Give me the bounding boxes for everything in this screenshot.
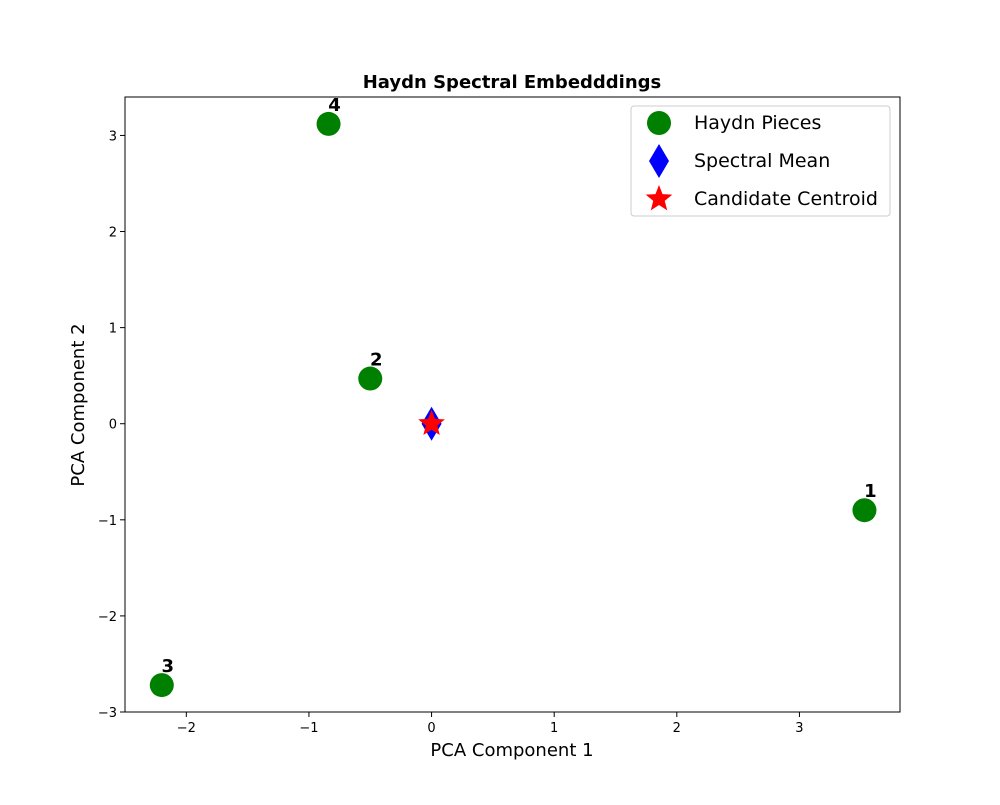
point-label: 1 bbox=[864, 481, 877, 502]
circle-point bbox=[149, 673, 174, 698]
legend-label: Spectral Mean bbox=[694, 150, 830, 172]
legend-marker bbox=[645, 185, 673, 211]
x-tick-label: 2 bbox=[673, 721, 681, 736]
y-tick-label: 2 bbox=[109, 226, 117, 241]
legend-marker bbox=[649, 144, 669, 178]
circle-point bbox=[316, 111, 341, 136]
x-axis-label: PCA Component 1 bbox=[430, 740, 593, 761]
legend-label: Haydn Pieces bbox=[694, 112, 821, 134]
legend-marker bbox=[647, 111, 671, 135]
point-label: 3 bbox=[162, 656, 175, 677]
y-tick-label: 3 bbox=[109, 129, 117, 144]
legend-box bbox=[630, 105, 891, 217]
x-tick-label: 0 bbox=[427, 721, 435, 736]
y-tick-label: 1 bbox=[109, 322, 117, 337]
chart-title: Haydn Spectral Embedddings bbox=[363, 72, 662, 93]
legend-label: Candidate Centroid bbox=[694, 188, 878, 210]
data-marks: 1 2 3 4 bbox=[149, 95, 877, 698]
y-tick-label: −3 bbox=[98, 706, 117, 721]
axis-ticks: −2 −1 0 1 2 3 −3 −2 −1 0 1 2 3 bbox=[98, 129, 804, 736]
y-tick-label: 0 bbox=[109, 418, 117, 433]
legend: Haydn Pieces Spectral Mean Candidate Centr… bbox=[630, 105, 891, 217]
y-tick-label: −1 bbox=[98, 514, 117, 529]
y-tick-label: −2 bbox=[98, 610, 117, 625]
y-axis-label: PCA Component 2 bbox=[68, 323, 89, 486]
point-label: 4 bbox=[328, 95, 341, 116]
star-point bbox=[418, 409, 445, 436]
x-tick-label: 1 bbox=[550, 721, 558, 736]
circle-point bbox=[852, 498, 877, 523]
circle-point bbox=[358, 366, 383, 391]
point-label: 2 bbox=[370, 350, 383, 371]
x-tick-label: −1 bbox=[299, 721, 318, 736]
x-tick-label: −2 bbox=[177, 721, 196, 736]
x-tick-label: 3 bbox=[795, 721, 803, 736]
